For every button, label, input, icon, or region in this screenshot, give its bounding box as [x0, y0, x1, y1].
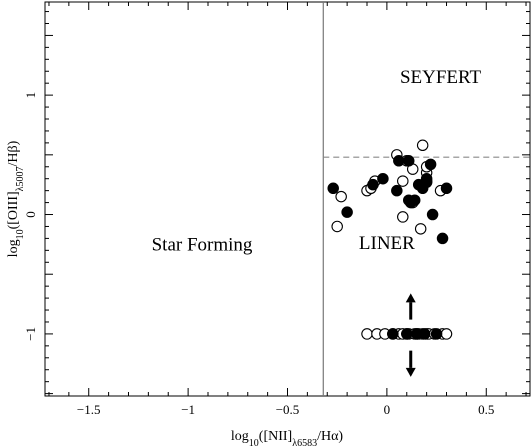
filled-circle-point — [393, 155, 405, 167]
region-label: LINER — [359, 233, 415, 254]
region-label: SEYFERT — [400, 67, 482, 88]
open-circle-point — [416, 139, 429, 152]
x-tick-label: −1 — [181, 402, 195, 417]
y-axis-label: log10([OIII]λ5007/Hβ) — [6, 140, 26, 257]
filled-circle-point — [440, 182, 453, 195]
y-tick-label: 1 — [23, 92, 38, 99]
limit-arrows — [405, 293, 416, 377]
filled-circle-point — [367, 178, 379, 191]
open-circle-point — [397, 175, 409, 187]
up-arrow-icon — [405, 293, 416, 303]
filled-circle-point — [436, 232, 449, 245]
data-markers — [327, 139, 453, 340]
filled-circle-point — [402, 194, 415, 206]
open-circle-point — [361, 328, 373, 340]
open-circle-point — [331, 220, 343, 233]
x-tick-label: −1.5 — [77, 402, 101, 417]
filled-circle-point — [387, 328, 399, 340]
filled-circle-point — [430, 328, 443, 340]
filled-circle-point — [420, 176, 433, 189]
tick-labels: −1.5 −1 −0.5 0 0.5 −1 0 1 — [23, 92, 494, 417]
reference-lines — [322, 2, 530, 396]
x-tick-label: 0.5 — [478, 402, 494, 417]
down-arrow-icon — [405, 367, 416, 377]
filled-circle-point — [391, 184, 403, 197]
open-circle-point — [414, 223, 427, 235]
open-circle-point — [440, 328, 453, 340]
x-tick-label: −0.5 — [276, 402, 300, 417]
filled-circle-point — [341, 206, 353, 218]
filled-circle-point — [377, 172, 389, 185]
filled-circle-point — [426, 208, 439, 221]
open-circle-point — [397, 211, 409, 223]
region-label: Star Forming — [152, 234, 253, 255]
x-tick-label: 0 — [384, 402, 391, 417]
y-tick-label: 0 — [23, 211, 38, 218]
axis-ticks — [45, 2, 530, 396]
filled-circle-point — [402, 155, 415, 167]
filled-circle-point — [401, 328, 413, 340]
filled-circle-point — [424, 158, 437, 171]
region-labels: SEYFERT Star Forming LINER — [152, 67, 482, 255]
y-tick-label: −1 — [23, 327, 38, 341]
plot-frame — [44, 1, 531, 397]
x-axis-label: log10([NII]λ6583/Hα) — [231, 429, 344, 446]
open-circle-point — [335, 190, 347, 203]
filled-circle-point — [327, 182, 339, 195]
filled-circle-point — [418, 328, 431, 340]
